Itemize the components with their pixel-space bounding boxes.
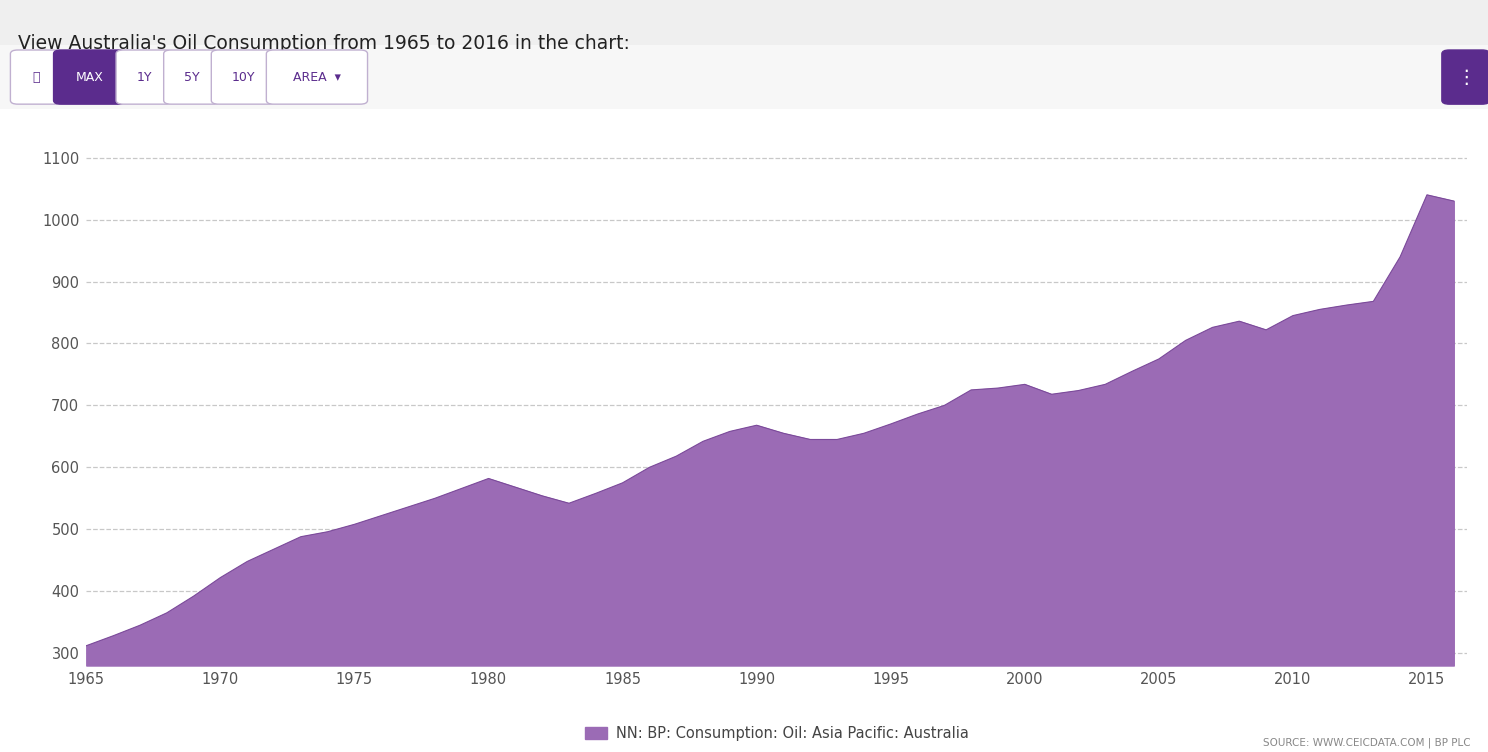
Text: View Australia's Oil Consumption from 1965 to 2016 in the chart:: View Australia's Oil Consumption from 19… xyxy=(18,34,629,53)
Legend: NN: BP: Consumption: Oil: Asia Pacific: Australia: NN: BP: Consumption: Oil: Asia Pacific: … xyxy=(579,720,975,747)
Text: 📅: 📅 xyxy=(33,71,40,83)
Text: SOURCE: WWW.CEICDATA.COM | BP PLC: SOURCE: WWW.CEICDATA.COM | BP PLC xyxy=(1262,738,1470,748)
Text: 1Y: 1Y xyxy=(137,71,152,83)
Text: ⋮: ⋮ xyxy=(1455,68,1476,86)
Text: 10Y: 10Y xyxy=(232,71,254,83)
Text: 5Y: 5Y xyxy=(185,71,199,83)
Text: AREA  ▾: AREA ▾ xyxy=(293,71,341,83)
Text: MAX: MAX xyxy=(76,71,103,83)
